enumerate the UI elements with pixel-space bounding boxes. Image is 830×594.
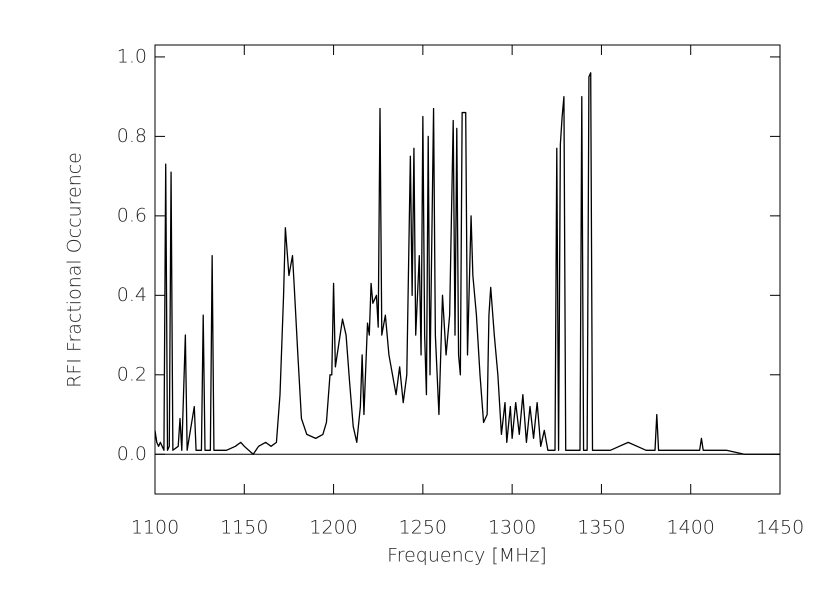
x-tick-label: 1400 (667, 517, 715, 539)
x-tick-label: 1350 (577, 517, 625, 539)
y-axis-label: RFI Fractional Occurence (64, 152, 86, 388)
x-tick-label: 1100 (131, 517, 179, 539)
y-tick-label: 0.0 (117, 443, 147, 465)
y-tick-label: 0.8 (117, 125, 147, 147)
x-tick-label: 1450 (756, 517, 804, 539)
data-line (154, 72, 780, 455)
y-tick-label: 0.6 (117, 204, 147, 226)
x-tick-label: 1150 (220, 517, 268, 539)
y-tick-label: 0.4 (117, 284, 147, 306)
x-tick-label: 1250 (399, 517, 447, 539)
y-tick-label: 0.2 (117, 363, 147, 385)
x-tick-label: 1200 (309, 517, 357, 539)
plot-frame (154, 44, 781, 495)
x-tick-label: 1300 (488, 517, 536, 539)
y-tick-label: 1.0 (117, 45, 147, 67)
x-axis-label: Frequency [MHz] (387, 545, 547, 567)
